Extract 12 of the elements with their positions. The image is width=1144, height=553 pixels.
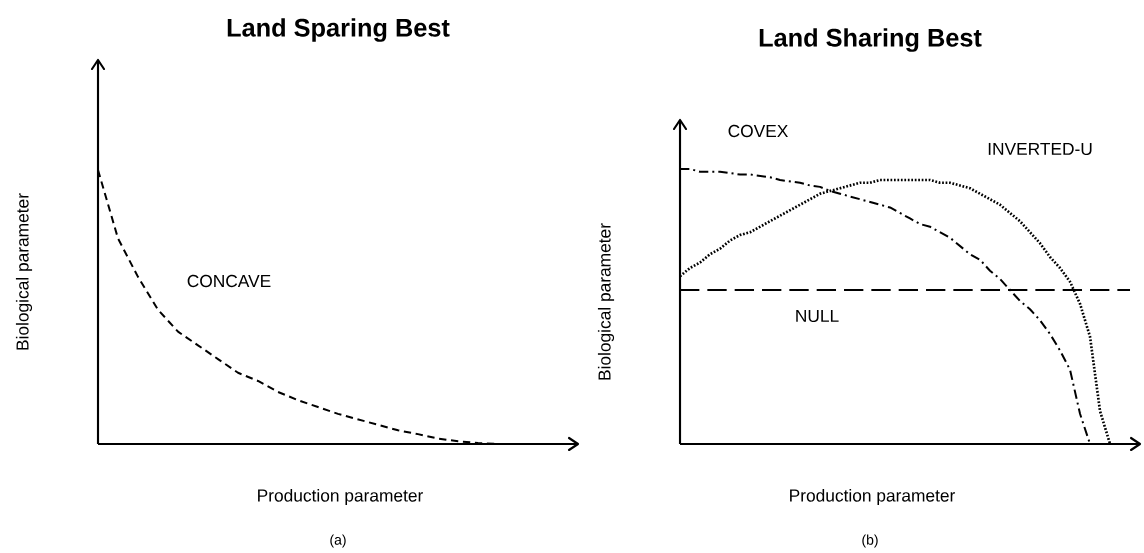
text: (b) [862,534,878,548]
chart-title: Land Sharing Best [759,28,982,52]
series-label: NULL [796,309,839,323]
x-axis-title: Production parameter [790,488,956,506]
text: (a) [330,534,346,548]
y-axis-title: Biological parameter [597,223,615,380]
x-axis-title: Production parameter [258,488,424,506]
chart-title: Land Sparing Best [227,18,450,42]
text: CONCAVE [187,274,271,288]
y-axis-title: Biological parameter [15,193,33,350]
text: COVEX [728,124,788,138]
text: INVERTED-U [988,142,1092,156]
